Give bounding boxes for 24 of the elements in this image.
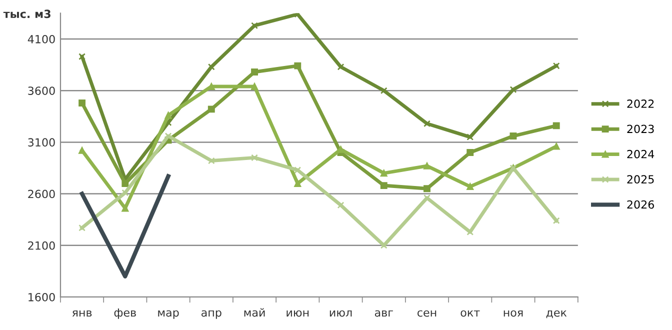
- y-tick-label: 3600: [28, 86, 55, 95]
- legend-label: 2025: [627, 175, 654, 184]
- x-tick-label: авг: [374, 310, 393, 317]
- y-tick-label: 1600: [28, 292, 55, 302]
- x-tick-label: апр: [202, 310, 222, 319]
- legend-label: 2023: [627, 124, 654, 134]
- x-tick-label: янв: [72, 310, 92, 317]
- y-tick-label: 4100: [28, 34, 55, 44]
- x-tick-label: июн: [286, 310, 309, 317]
- legend-label: 2022: [627, 100, 654, 108]
- x-tick-label: окт: [460, 310, 480, 317]
- legend-label: 2026: [627, 200, 654, 209]
- x-tick-label: июл: [330, 310, 352, 317]
- y-tick-label: 3100: [28, 138, 55, 147]
- x-tick-label: сен: [418, 310, 436, 317]
- y-tick-label: 2600: [28, 190, 55, 198]
- y-tick-label: 2100: [28, 241, 55, 250]
- legend-label: 2024: [627, 150, 654, 158]
- x-tick-label: ноя: [504, 310, 523, 317]
- x-tick-label: мар: [158, 310, 179, 319]
- y-axis-title: тыс. м3: [3, 10, 50, 18]
- x-tick-label: фев: [114, 308, 136, 319]
- x-tick-label: дек: [546, 310, 567, 318]
- x-tick-label: май: [244, 308, 265, 317]
